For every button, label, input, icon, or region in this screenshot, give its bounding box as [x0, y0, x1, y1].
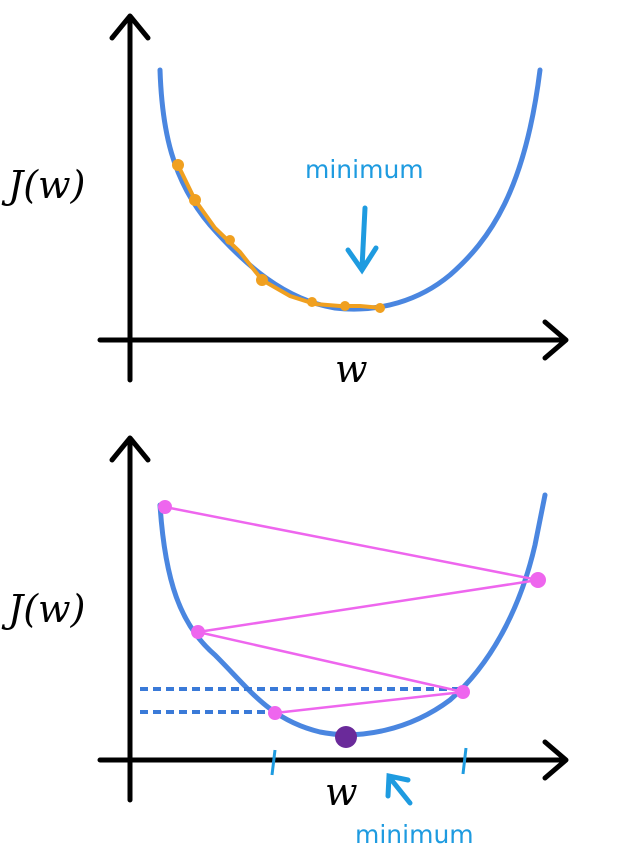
y-axis — [109, 435, 151, 803]
step-points — [158, 500, 546, 720]
x-axis — [97, 319, 569, 361]
minimum-point — [335, 726, 357, 748]
x-axis — [97, 739, 569, 781]
step-points — [172, 159, 385, 313]
range-ticks — [270, 747, 468, 776]
y-label: J(w) — [1, 163, 85, 207]
cost-curve — [157, 67, 543, 312]
x-label: w — [325, 770, 358, 814]
annotation-arrow — [385, 772, 413, 806]
annotation-arrow — [345, 205, 379, 275]
top-panel: J(w) minimum w — [1, 13, 569, 391]
bottom-panel: J(w) w minimum — [1, 435, 569, 849]
level-lines — [140, 687, 463, 714]
y-label: J(w) — [1, 587, 85, 631]
x-label: w — [335, 347, 368, 391]
annotation: minimum — [355, 820, 474, 849]
cost-curve — [157, 492, 548, 738]
annotation: minimum — [305, 155, 424, 184]
divergent-steps — [164, 505, 539, 715]
y-axis — [109, 13, 151, 383]
